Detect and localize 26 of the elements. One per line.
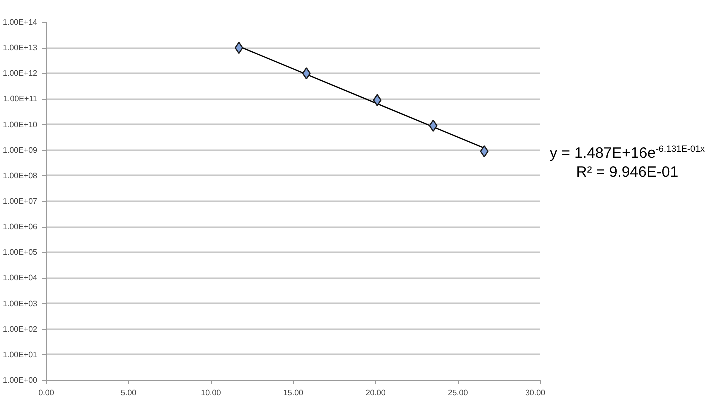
- x-tick-label: 20.00: [366, 388, 386, 398]
- point: [373, 94, 382, 106]
- x-tick-label: 15.00: [283, 388, 304, 398]
- y-tick-label: 1.00E+06: [3, 222, 38, 232]
- y-tick-label: 1.00E+12: [3, 69, 38, 78]
- y-tick-label: 1.00E+05: [3, 248, 38, 258]
- y-tick-label: 1.00E+04: [3, 274, 38, 283]
- y-tick-label: 1.00E+00: [3, 376, 38, 385]
- y-tick-label: 1.00E+14: [3, 18, 38, 27]
- y-tick-label: 1.00E+08: [3, 171, 38, 180]
- x-tick-label: 0.00: [38, 388, 55, 398]
- y-tick-label: 1.00E+13: [3, 44, 38, 53]
- text: R² = 9.946E-01: [576, 164, 679, 181]
- x-tick-label: 25.00: [448, 388, 469, 398]
- y-tick-label: 1.00E+02: [3, 324, 38, 334]
- y-tick-label: 1.00E+09: [3, 146, 38, 155]
- y-tick-label: 1.00E+11: [4, 94, 38, 104]
- y-tick-label: 1.00E+10: [3, 120, 38, 130]
- x-tick-label: 5.00: [121, 388, 138, 398]
- point: [302, 68, 311, 80]
- y-tick-label: 1.00E+01: [3, 350, 38, 360]
- text: y = 1.487E+16e$^{-6.131E-01x}$: [550, 144, 705, 162]
- y-tick-label: 1.00E+03: [3, 299, 38, 308]
- x-tick-label: 30.00: [525, 388, 546, 398]
- x-tick-label: 10.00: [201, 388, 222, 398]
- y-tick-label: 1.00E+07: [3, 197, 38, 206]
